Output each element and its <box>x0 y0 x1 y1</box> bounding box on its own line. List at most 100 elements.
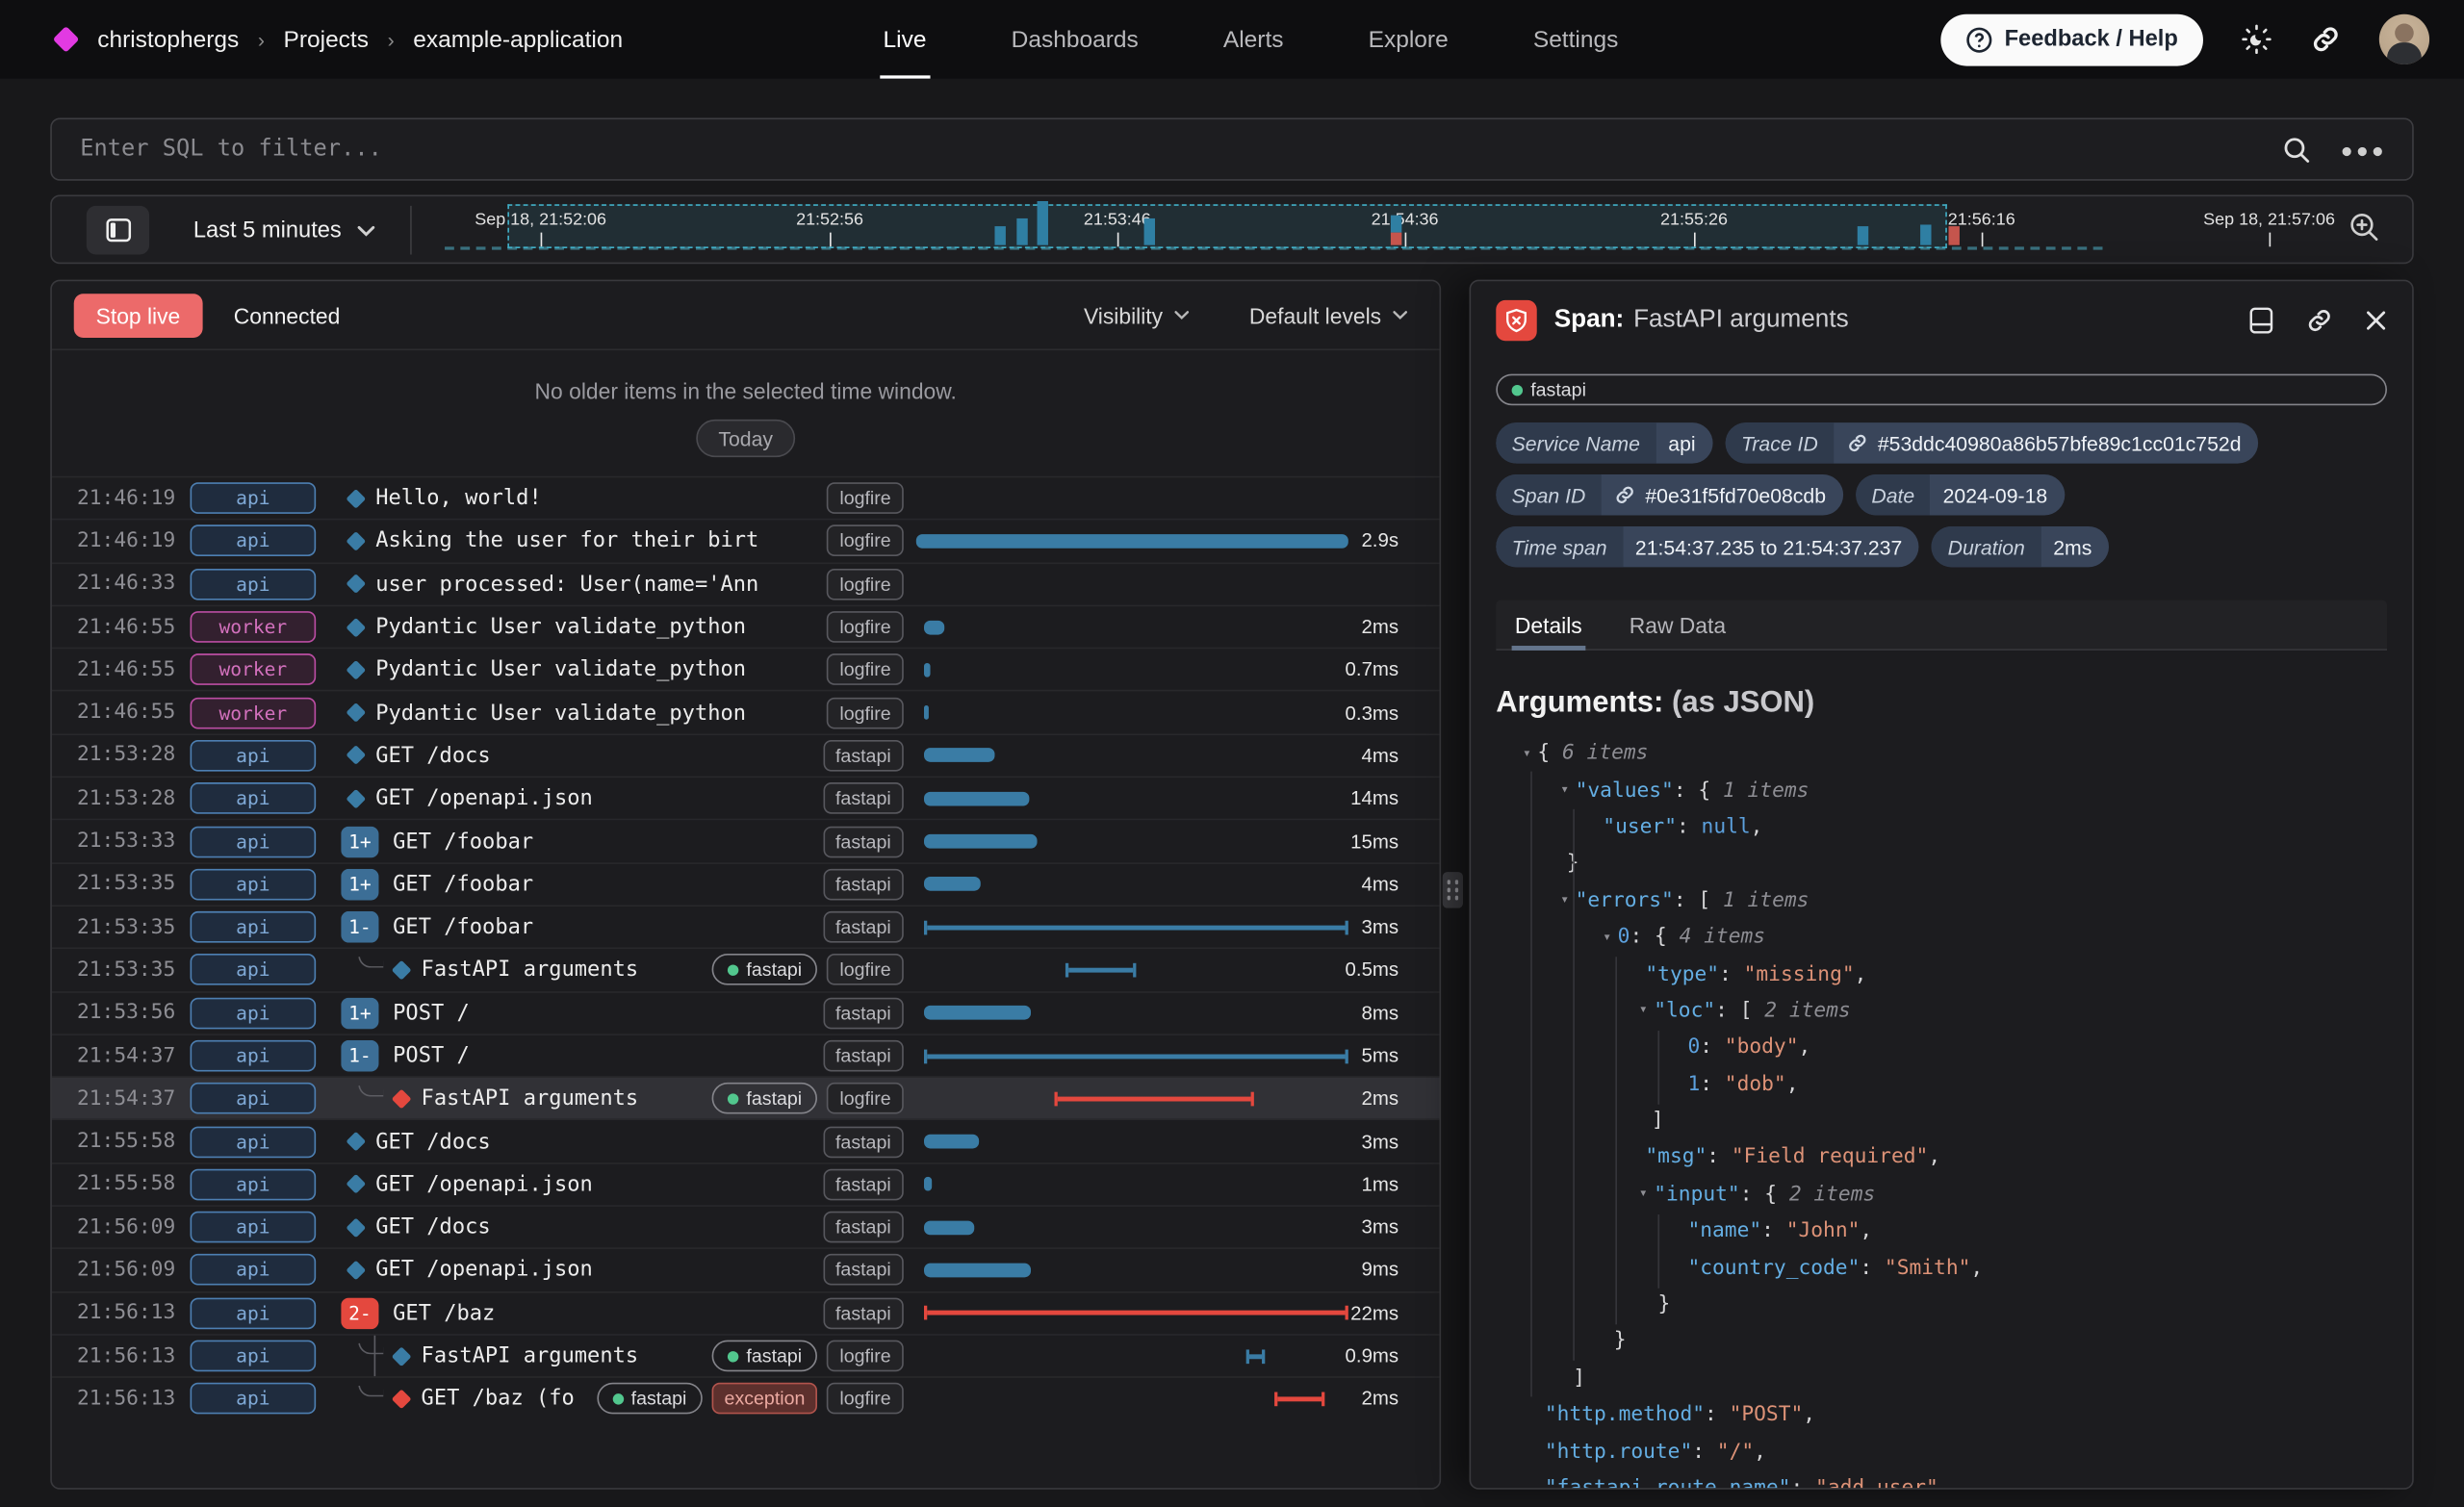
trace-row[interactable]: 21:46:55 worker Pydantic User validate_pyt… <box>51 690 1440 734</box>
scope-tag-fastapi: fastapi <box>822 1039 904 1072</box>
json-line[interactable]: 1: "dob", <box>1687 1072 1799 1097</box>
logfire-logo-icon[interactable] <box>52 25 80 53</box>
nav-tab-dashboards[interactable]: Dashboards <box>1011 25 1139 53</box>
trace-row[interactable]: 21:46:19 api Hello, world! logfire <box>51 475 1440 520</box>
trace-row[interactable]: 21:55:58 api GET /openapi.json fastapi 1ms <box>51 1162 1440 1206</box>
expand-badge[interactable]: 2- <box>341 1297 379 1329</box>
nav-tab-alerts[interactable]: Alerts <box>1222 25 1284 53</box>
expand-badge[interactable]: 1+ <box>341 825 379 857</box>
meta-pill-service-name[interactable]: Service Name api <box>1496 422 1713 464</box>
service-tag-api: api <box>190 782 317 815</box>
trace-row[interactable]: 21:46:33 api user processed: User(name='An… <box>51 561 1440 605</box>
meta-value: #0e31f5fd70e08cdb <box>1602 483 1843 507</box>
default-levels-dropdown[interactable]: Default levels <box>1240 301 1418 329</box>
json-line[interactable]: 0: "body", <box>1687 1035 1811 1060</box>
json-line[interactable]: "user": null, <box>1603 815 1763 839</box>
visibility-dropdown[interactable]: Visibility <box>1074 301 1198 329</box>
json-line[interactable]: ▾ "loc": [ 2 items <box>1638 999 1851 1023</box>
link-icon[interactable] <box>2305 306 2333 334</box>
json-line[interactable]: ▾ "input": { 2 items <box>1638 1183 1876 1207</box>
json-line[interactable]: ] <box>1573 1367 1586 1391</box>
trace-row[interactable]: 21:54:37 api 1- POST / fastapi 5ms <box>51 1034 1440 1077</box>
trace-row[interactable]: 21:56:13 api GET /baz (fo fastapi exception l… <box>51 1376 1440 1420</box>
feedback-help-button[interactable]: Feedback / Help <box>1939 13 2203 65</box>
trace-row[interactable]: 21:53:35 api 1+ GET /foobar fastapi 4ms <box>51 861 1440 906</box>
today-button[interactable]: Today <box>696 419 795 458</box>
trace-row[interactable]: 21:53:28 api GET /docs fastapi 4ms <box>51 733 1440 777</box>
expand-badge[interactable]: 1- <box>341 1039 379 1072</box>
close-icon[interactable] <box>2365 310 2387 332</box>
nav-tab-settings[interactable]: Settings <box>1532 25 1619 53</box>
sidebar-toggle-button[interactable] <box>86 205 150 255</box>
expand-badge[interactable]: 1- <box>341 911 379 943</box>
trace-row[interactable]: 21:46:55 worker Pydantic User validate_pyt… <box>51 604 1440 648</box>
json-line[interactable]: ] <box>1651 1109 1664 1134</box>
meta-pill-span-id[interactable]: Span ID #0e31f5fd70e08cdb <box>1496 474 1843 516</box>
trace-row[interactable]: 21:56:13 api 2- GET /baz fastapi 22ms <box>51 1290 1440 1334</box>
trace-row[interactable]: 21:46:19 api Asking the user for their bir… <box>51 519 1440 562</box>
trace-row[interactable]: 21:53:35 api 1- GET /foobar fastapi 3ms <box>51 905 1440 948</box>
trace-row[interactable]: 21:53:28 api GET /openapi.json fastapi 14ms <box>51 776 1440 820</box>
json-line[interactable]: "name": "John", <box>1687 1219 1873 1243</box>
trace-row[interactable]: 21:56:09 api GET /docs fastapi 3ms <box>51 1205 1440 1248</box>
trace-row[interactable]: 21:56:13 api FastAPI arguments fastapi logfi… <box>51 1334 1440 1377</box>
collapse-chevron-icon[interactable]: ▾ <box>1523 745 1531 762</box>
collapse-chevron-icon[interactable]: ▾ <box>1638 1003 1648 1019</box>
row-tags: fastapi <box>822 825 904 857</box>
json-line[interactable]: "fastapi.route.name": "add_user", <box>1544 1476 1951 1490</box>
zoom-in-button[interactable] <box>2338 209 2390 249</box>
json-line[interactable]: "country_code": "Smith", <box>1687 1256 1984 1281</box>
timeline-selection[interactable] <box>507 204 1947 248</box>
expand-badge[interactable]: 1+ <box>341 997 379 1029</box>
json-line[interactable]: "msg": "Field required", <box>1645 1145 1941 1170</box>
tree-connector-icon <box>358 957 384 968</box>
tab-details[interactable]: Details <box>1511 600 1585 651</box>
tab-raw-data[interactable]: Raw Data <box>1629 612 1727 638</box>
json-line[interactable]: } <box>1657 1292 1671 1317</box>
trace-row[interactable]: 21:56:09 api GET /openapi.json fastapi 9ms <box>51 1247 1440 1291</box>
stop-live-button[interactable]: Stop live <box>73 293 203 338</box>
duration-label: 1ms <box>1361 1173 1399 1196</box>
collapse-chevron-icon[interactable]: ▾ <box>1638 1187 1648 1203</box>
trace-row[interactable]: 21:46:55 worker Pydantic User validate_pyt… <box>51 647 1440 691</box>
breadcrumb-item[interactable]: christophergs <box>97 25 240 53</box>
breadcrumb-item[interactable]: Projects <box>283 25 369 53</box>
service-pill[interactable]: fastapi <box>1496 373 2387 406</box>
search-icon[interactable] <box>2282 135 2312 165</box>
meta-pill-duration[interactable]: Duration 2ms <box>1932 525 2110 568</box>
trace-row[interactable]: 21:54:37 api FastAPI arguments fastapi logfi… <box>51 1076 1440 1120</box>
trace-row[interactable]: 21:53:56 api 1+ POST / fastapi 8ms <box>51 990 1440 1034</box>
json-line[interactable]: "http.method": "POST", <box>1544 1403 1816 1427</box>
json-line[interactable]: "http.route": "/", <box>1544 1440 1766 1464</box>
time-range-dropdown[interactable]: Last 5 minutes <box>184 196 385 266</box>
json-line[interactable]: } <box>1613 1329 1627 1354</box>
meta-pill-trace-id[interactable]: Trace ID #53ddc40980a86b57bfe89c1cc01c752… <box>1725 422 2259 464</box>
meta-pill-time-span[interactable]: Time span 21:54:37.235 to 21:54:37.237 <box>1496 525 1920 568</box>
json-line[interactable]: ▾ "errors": [ 1 items <box>1560 888 1810 913</box>
expand-badge[interactable]: 1+ <box>341 868 379 901</box>
json-line[interactable]: } <box>1496 846 2387 882</box>
json-line[interactable]: ▾{ 6 items <box>1523 741 1649 766</box>
json-line[interactable]: ▾ "values": { 1 items <box>1560 779 1810 803</box>
trace-row[interactable]: 21:53:33 api 1+ GET /foobar fastapi 15ms <box>51 819 1440 862</box>
theme-toggle-button[interactable] <box>2241 23 2272 55</box>
breadcrumb-item[interactable]: example-application <box>413 25 624 53</box>
span-diamond-icon <box>346 788 367 809</box>
share-link-button[interactable] <box>2310 23 2342 55</box>
user-avatar[interactable] <box>2378 13 2430 64</box>
collapse-chevron-icon[interactable]: ▾ <box>1603 929 1612 946</box>
trace-row[interactable]: 21:55:58 api GET /docs fastapi 3ms <box>51 1119 1440 1162</box>
nav-tab-live[interactable]: Live <box>880 0 930 79</box>
json-line[interactable]: ▾ 0: { 4 items <box>1603 925 1766 950</box>
nav-tab-explore[interactable]: Explore <box>1368 25 1449 53</box>
json-line[interactable]: "type": "missing", <box>1645 962 1867 986</box>
timeline-histogram[interactable]: Sep 18, 21:52:06 21:52:56 21:53:46 21:54:36… <box>52 196 2412 263</box>
panel-resize-handle[interactable] <box>1442 872 1463 908</box>
collapse-chevron-icon[interactable]: ▾ <box>1560 892 1570 909</box>
collapse-chevron-icon[interactable]: ▾ <box>1560 782 1570 799</box>
sql-filter-input[interactable] <box>51 137 2283 163</box>
trace-row[interactable]: 21:53:35 api FastAPI arguments fastapi logfi… <box>51 947 1440 991</box>
dock-panel-icon[interactable] <box>2248 306 2273 334</box>
meta-pill-date[interactable]: Date 2024-09-18 <box>1856 474 2066 516</box>
more-options-icon[interactable]: ●●● <box>2340 137 2387 162</box>
